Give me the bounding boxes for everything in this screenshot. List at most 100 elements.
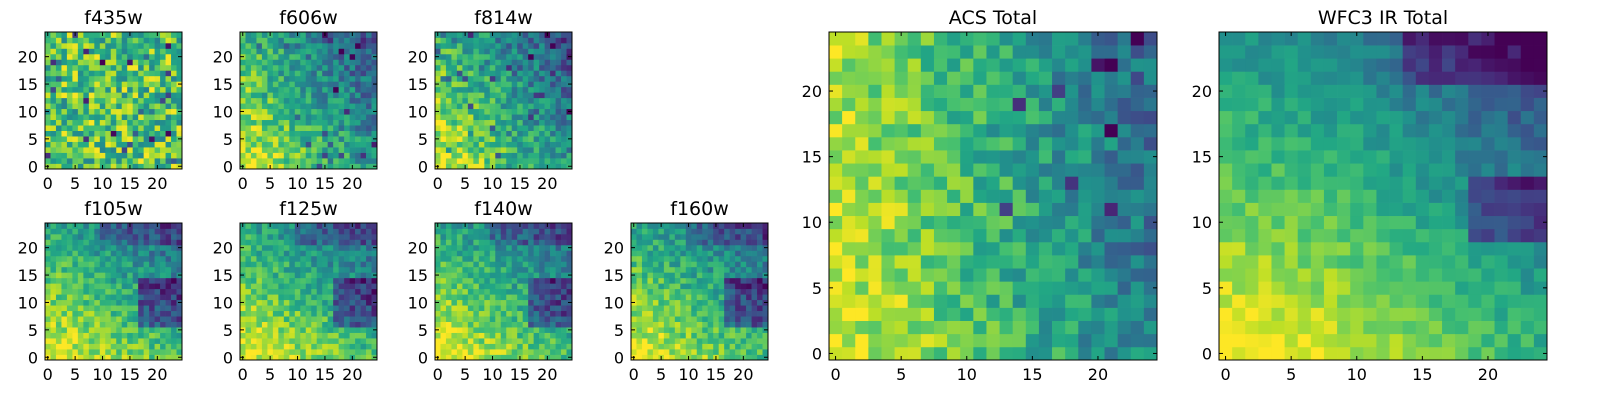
heatmap-cell	[511, 114, 518, 121]
heatmap-cell	[61, 272, 68, 279]
heatmap-cell	[702, 343, 709, 350]
heatmap-cell	[165, 244, 172, 251]
heatmap-cell	[445, 316, 452, 322]
heatmap-cell	[473, 86, 480, 93]
heatmap-cell	[121, 349, 128, 355]
heatmap-cell	[555, 81, 562, 88]
heatmap-cell	[641, 299, 648, 306]
heatmap-cell	[539, 42, 545, 49]
heatmap-cell	[61, 332, 68, 339]
heatmap-cell	[484, 250, 491, 257]
heatmap-cell	[94, 97, 101, 104]
heatmap-cell	[467, 125, 474, 131]
heatmap-cell	[349, 244, 356, 251]
heatmap-cell	[322, 48, 329, 55]
heatmap-cell	[333, 321, 339, 328]
heatmap-cell	[550, 332, 556, 339]
heatmap-cell	[160, 81, 166, 88]
heatmap-cell	[105, 244, 112, 251]
heatmap-cell	[511, 119, 518, 126]
heatmap-cell	[272, 283, 279, 290]
heatmap-cell	[1143, 307, 1158, 321]
heatmap-cell	[116, 338, 123, 344]
heatmap-cell	[522, 316, 529, 322]
heatmap-cell	[707, 299, 714, 306]
heatmap-cell	[478, 255, 485, 262]
heatmap-cell	[121, 32, 128, 38]
heatmap-cell	[256, 59, 263, 66]
heatmap-cell	[366, 261, 372, 268]
heatmap-cell	[440, 250, 447, 257]
heatmap-cell	[272, 255, 279, 262]
heatmap-cell	[440, 130, 447, 137]
heatmap-cell	[669, 228, 676, 235]
heatmap-cell	[250, 103, 257, 110]
heatmap-cell	[522, 338, 529, 344]
heatmap-cell	[149, 266, 155, 273]
heatmap-cell	[283, 130, 290, 137]
heatmap-cell	[261, 332, 268, 339]
heatmap-cell	[435, 97, 441, 104]
heatmap-cell	[371, 283, 378, 290]
heatmap-cell	[45, 266, 51, 273]
heatmap-cell	[647, 310, 654, 317]
heatmap-cell	[566, 321, 573, 328]
heatmap-cell	[517, 288, 524, 295]
heatmap-cell	[561, 119, 567, 126]
heatmap-cell	[66, 42, 73, 49]
heatmap-cell	[868, 163, 882, 177]
heatmap-cell	[663, 233, 670, 240]
heatmap-cell	[522, 92, 529, 99]
heatmap-cell	[272, 244, 279, 251]
heatmap-cell	[300, 81, 307, 88]
heatmap-cell	[691, 310, 698, 317]
heatmap-cell	[176, 321, 183, 328]
heatmap-cell	[555, 163, 562, 170]
heatmap-cell	[533, 305, 540, 312]
heatmap-cell	[500, 294, 507, 301]
heatmap-cell	[371, 223, 378, 229]
heatmap-cell	[636, 223, 643, 229]
heatmap-cell	[757, 272, 763, 279]
heatmap-cell	[77, 114, 84, 121]
heatmap-cell	[267, 48, 274, 55]
heatmap-cell	[1025, 320, 1040, 335]
heatmap-cell	[1012, 294, 1027, 308]
heatmap-cell	[283, 70, 290, 77]
heatmap-cell	[713, 255, 720, 262]
heatmap-cell	[473, 152, 480, 159]
heatmap-cell	[652, 321, 659, 328]
heatmap-cell	[1025, 228, 1040, 243]
heatmap-cell	[631, 349, 637, 355]
heatmap-cell	[316, 343, 323, 350]
heatmap-cell	[435, 92, 441, 99]
heatmap-cell	[344, 163, 350, 170]
heatmap-cell	[506, 158, 513, 164]
heatmap-cell	[511, 310, 518, 317]
heatmap-cell	[495, 97, 502, 104]
heatmap-cell	[658, 277, 665, 284]
heatmap-cell	[289, 332, 296, 339]
heatmap-cell	[707, 288, 714, 295]
heatmap-cell	[366, 305, 372, 312]
heatmap-cell	[256, 136, 263, 142]
heatmap-cell	[45, 59, 51, 66]
heatmap-cell	[116, 255, 123, 262]
heatmap-cell	[680, 223, 687, 229]
heatmap-cell	[143, 349, 150, 355]
heatmap-cell	[176, 32, 183, 38]
heatmap-cell	[435, 48, 441, 55]
heatmap-cell	[718, 255, 725, 262]
heatmap-cell	[740, 228, 747, 235]
heatmap-cell	[511, 316, 518, 322]
heatmap-cell	[55, 97, 62, 104]
heatmap-cell	[366, 239, 372, 246]
heatmap-cell	[522, 53, 529, 60]
heatmap-cell	[66, 119, 73, 126]
heatmap-cell	[933, 215, 948, 230]
heatmap-cell	[283, 97, 290, 104]
heatmap-cell	[1025, 294, 1040, 308]
heatmap-cell	[344, 141, 350, 148]
heatmap-cell	[338, 327, 345, 333]
heatmap-cell	[110, 239, 117, 246]
